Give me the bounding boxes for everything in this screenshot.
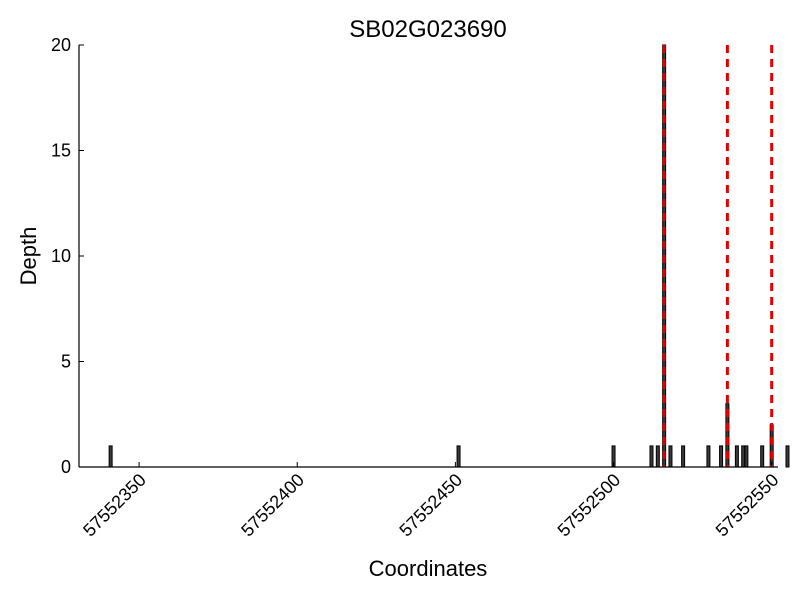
bars-layer (108, 44, 790, 468)
x-tick-label: 57552450 (395, 470, 466, 541)
markers-layer (662, 45, 774, 467)
x-axis-label: Coordinates (369, 556, 488, 581)
bar (785, 445, 790, 468)
bar (108, 445, 113, 468)
bar (719, 445, 724, 468)
y-tick-label: 15 (51, 141, 71, 161)
y-tick-label: 20 (51, 35, 71, 55)
bar (744, 445, 749, 468)
y-tick-label: 0 (61, 457, 71, 477)
bar (760, 445, 765, 468)
bar (769, 424, 774, 468)
axes-layer: 0 5 10 15 20 57552350 57552400 57552450 57552500… (51, 35, 783, 540)
bar (734, 445, 739, 468)
bar (668, 445, 673, 468)
y-tick-label: 10 (51, 246, 71, 266)
bar (681, 445, 686, 468)
x-tick-label: 57552550 (712, 470, 783, 541)
bar (649, 445, 654, 468)
bar (655, 445, 660, 468)
x-tick-label: 57552500 (554, 470, 625, 541)
bar (456, 445, 461, 468)
chart-title: SB02G023690 (349, 16, 506, 43)
y-axis-label: Depth (16, 227, 41, 286)
bar (741, 445, 746, 468)
x-tick-label: 57552400 (237, 470, 308, 541)
x-tick-label: 57552350 (79, 470, 150, 541)
bar (706, 445, 711, 468)
y-tick-label: 5 (61, 352, 71, 372)
